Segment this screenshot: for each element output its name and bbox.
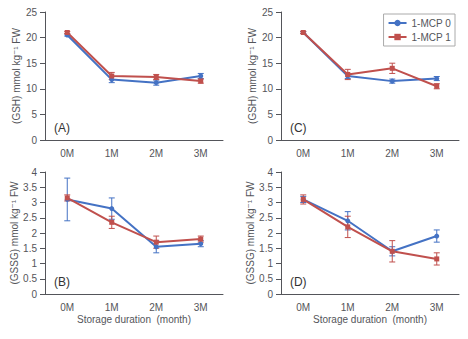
svg-text:2M: 2M xyxy=(385,148,399,159)
svg-text:25: 25 xyxy=(26,7,38,18)
svg-text:(GSH) mmol kg⁻¹ FW: (GSH) mmol kg⁻¹ FW xyxy=(11,28,22,124)
svg-text:0.5: 0.5 xyxy=(259,273,273,284)
svg-text:3M: 3M xyxy=(194,148,208,159)
svg-text:(GSSG) mmol kg⁻¹ FW: (GSSG) mmol kg⁻¹ FW xyxy=(245,181,256,285)
svg-text:(D): (D) xyxy=(290,275,307,289)
svg-text:2: 2 xyxy=(31,228,37,239)
svg-text:0: 0 xyxy=(31,289,37,300)
svg-text:Storage duration (month): Storage duration (month) xyxy=(313,314,427,325)
svg-text:2M: 2M xyxy=(149,148,163,159)
svg-text:3: 3 xyxy=(31,197,37,208)
svg-text:3M: 3M xyxy=(430,302,444,313)
svg-text:(B): (B) xyxy=(54,275,70,289)
svg-text:5: 5 xyxy=(31,109,37,120)
svg-text:3.5: 3.5 xyxy=(23,182,37,193)
svg-text:2M: 2M xyxy=(149,302,163,313)
svg-text:(C): (C) xyxy=(290,121,307,135)
svg-text:1.5: 1.5 xyxy=(23,243,37,254)
svg-text:1: 1 xyxy=(267,258,273,269)
svg-text:15: 15 xyxy=(262,58,274,69)
svg-text:0: 0 xyxy=(31,135,37,146)
svg-text:5: 5 xyxy=(267,109,273,120)
svg-text:1-MCP 0: 1-MCP 0 xyxy=(412,18,452,29)
svg-text:(GSH) mmol kg⁻¹ FW: (GSH) mmol kg⁻¹ FW xyxy=(247,28,258,124)
svg-text:20: 20 xyxy=(26,32,38,43)
svg-text:2.5: 2.5 xyxy=(23,212,37,223)
svg-text:3M: 3M xyxy=(430,148,444,159)
svg-text:(GSSG) mmol kg⁻¹ FW: (GSSG) mmol kg⁻¹ FW xyxy=(9,181,20,285)
svg-text:2.5: 2.5 xyxy=(259,212,273,223)
svg-text:1M: 1M xyxy=(105,148,119,159)
svg-text:0: 0 xyxy=(267,289,273,300)
svg-text:25: 25 xyxy=(262,7,274,18)
svg-text:4: 4 xyxy=(31,167,37,178)
svg-text:Storage duration (month): Storage duration (month) xyxy=(77,314,191,325)
svg-text:1M: 1M xyxy=(105,302,119,313)
svg-text:1M: 1M xyxy=(341,148,355,159)
svg-text:1: 1 xyxy=(31,258,37,269)
svg-text:1M: 1M xyxy=(341,302,355,313)
svg-text:3: 3 xyxy=(267,197,273,208)
svg-text:3.5: 3.5 xyxy=(259,182,273,193)
svg-text:2M: 2M xyxy=(385,302,399,313)
svg-text:0: 0 xyxy=(267,135,273,146)
svg-text:15: 15 xyxy=(26,58,38,69)
svg-text:20: 20 xyxy=(262,32,274,43)
svg-text:4: 4 xyxy=(267,167,273,178)
svg-text:0M: 0M xyxy=(60,148,74,159)
svg-text:(A): (A) xyxy=(54,121,70,135)
svg-text:0M: 0M xyxy=(60,302,74,313)
svg-text:10: 10 xyxy=(262,83,274,94)
svg-text:0M: 0M xyxy=(296,302,310,313)
svg-text:1-MCP 1: 1-MCP 1 xyxy=(412,32,452,43)
svg-text:0M: 0M xyxy=(296,148,310,159)
svg-text:10: 10 xyxy=(26,83,38,94)
svg-text:1.5: 1.5 xyxy=(259,243,273,254)
svg-text:3M: 3M xyxy=(194,302,208,313)
svg-text:2: 2 xyxy=(267,228,273,239)
svg-text:0.5: 0.5 xyxy=(23,273,37,284)
